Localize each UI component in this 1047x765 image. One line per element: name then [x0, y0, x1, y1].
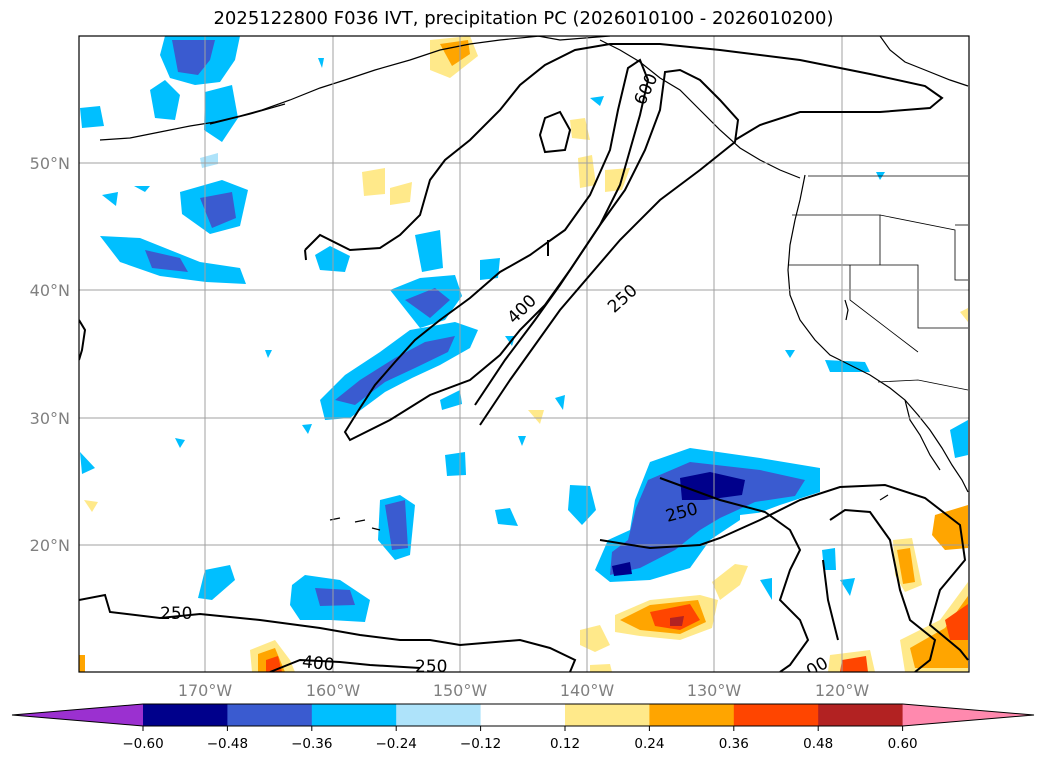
colorbar-segments — [11, 703, 1035, 727]
lat-label: 30°N — [30, 409, 70, 428]
lat-label: 20°N — [30, 536, 70, 555]
ivt-contour-label: 250 — [160, 604, 192, 624]
latitude-labels: 50°N 40°N 30°N 20°N — [30, 154, 70, 555]
colorbar: −0.60 −0.48 −0.36 −0.24 −0.12 0.12 0.24 0.36 0.4… — [11, 703, 1035, 752]
colorbar-segment — [480, 704, 566, 726]
lon-label: 140°W — [560, 681, 615, 700]
colorbar-tick-label: 0.60 — [888, 736, 918, 752]
colorbar-segment — [143, 704, 228, 726]
colorbar-segment — [311, 704, 397, 726]
lon-label: 120°W — [815, 681, 870, 700]
colorbar-ticks: −0.60 −0.48 −0.36 −0.24 −0.12 0.12 0.24 0.36 0.4… — [122, 726, 918, 752]
map-area: 600 400 250 250 250 400 250 00 — [79, 36, 969, 681]
colorbar-segment — [818, 704, 904, 726]
ivt-contour-label: 250 — [604, 281, 642, 318]
longitude-labels: 170°W 160°W 150°W 140°W 130°W 120°W — [178, 681, 870, 700]
colorbar-segment — [649, 704, 735, 726]
lon-label: 130°W — [687, 681, 742, 700]
lon-label: 150°W — [433, 681, 488, 700]
ivt-contour-label: 250 — [415, 657, 447, 677]
ivt-contour-label: 00 — [803, 653, 832, 681]
ivt-contour-label: 400 — [504, 291, 541, 328]
colorbar-tick-label: 0.36 — [719, 736, 749, 752]
colorbar-extension-low — [12, 704, 143, 726]
colorbar-segment — [396, 704, 482, 726]
colorbar-tick-label: −0.60 — [122, 736, 163, 752]
lon-label: 160°W — [306, 681, 361, 700]
precip-positive-shading — [79, 36, 968, 672]
colorbar-segment — [733, 704, 819, 726]
colorbar-tick-label: 0.24 — [634, 736, 664, 752]
ivt-contours — [79, 43, 969, 672]
colorbar-tick-label: −0.12 — [460, 736, 501, 752]
colorbar-tick-label: −0.48 — [207, 736, 248, 752]
colorbar-segment — [227, 704, 313, 726]
lon-label: 170°W — [178, 681, 233, 700]
colorbar-tick-label: 0.12 — [550, 736, 580, 752]
colorbar-segment — [565, 704, 650, 726]
colorbar-tick-label: −0.24 — [376, 736, 417, 752]
lat-label: 50°N — [30, 154, 70, 173]
colorbar-extension-high — [902, 704, 1034, 726]
colorbar-tick-label: −0.36 — [291, 736, 332, 752]
precip-negative-shading — [80, 36, 968, 622]
lat-label: 40°N — [30, 281, 70, 300]
gridlines — [79, 36, 969, 672]
plot-title: 2025122800 F036 IVT, precipitation PC (2… — [213, 8, 834, 29]
state-borders — [788, 175, 969, 391]
ivt-contour-label: 400 — [301, 652, 335, 675]
colorbar-tick-label: 0.48 — [803, 736, 833, 752]
map-frame — [78, 35, 970, 673]
